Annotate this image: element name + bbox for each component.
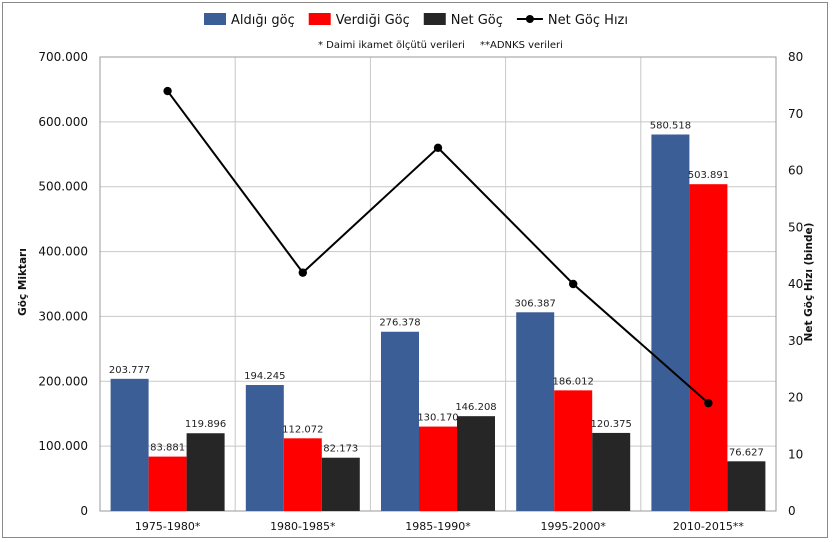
legend-swatch xyxy=(308,13,331,25)
category-label: 1975-1980* xyxy=(135,520,201,533)
note-daimi: * Daimi ikamet ölçütü verileri xyxy=(318,40,465,51)
net-goc-hizi-line xyxy=(166,90,710,404)
note-adnks: **ADNKS verileri xyxy=(480,40,563,51)
legend-swatch xyxy=(204,13,226,25)
y-tick-label: 500.000 xyxy=(38,180,88,194)
y2-tick-label: 30 xyxy=(788,334,803,348)
y2-tick-label: 40 xyxy=(788,277,803,291)
category-label: 1995-2000* xyxy=(540,520,606,533)
bar xyxy=(148,456,187,511)
y2-tick-label: 60 xyxy=(788,164,803,178)
y-tick-label: 600.000 xyxy=(38,115,88,129)
data-label: 130.170 xyxy=(417,413,458,424)
data-label: 194.245 xyxy=(244,371,285,382)
data-label: 76.627 xyxy=(729,447,764,458)
data-label: 146.208 xyxy=(455,402,496,413)
y-axis-title: Göç Miktarı xyxy=(17,248,29,316)
data-label: 82.173 xyxy=(323,444,358,455)
data-label: 503.891 xyxy=(688,170,729,181)
y-tick-label: 300.000 xyxy=(38,309,88,323)
bar xyxy=(419,426,457,511)
data-label: 186.012 xyxy=(553,376,594,387)
y2-tick-label: 80 xyxy=(788,50,803,64)
data-label: 83.881 xyxy=(150,443,185,454)
y2-tick-label: 70 xyxy=(788,107,803,121)
bar xyxy=(381,331,419,511)
bar xyxy=(727,461,766,511)
legend-label: Aldığı göç xyxy=(231,13,295,28)
y-tick-label: 200.000 xyxy=(38,374,88,388)
y-tick-label: 0 xyxy=(80,504,88,518)
data-label: 580.518 xyxy=(650,120,691,131)
bar xyxy=(689,184,728,512)
bar xyxy=(110,378,149,511)
y-tick-label: 700.000 xyxy=(38,50,88,64)
axes-group: 0 100.000 200.000 300.000 400.000 500.000 600.… xyxy=(38,50,803,533)
bar xyxy=(321,457,360,511)
category-label: 1980-1985* xyxy=(270,520,336,533)
y-tick-label: 100.000 xyxy=(38,439,88,453)
data-label: 276.378 xyxy=(379,318,420,329)
category-label: 1985-1990* xyxy=(405,520,471,533)
legend-label: Net Göç Hızı xyxy=(548,13,628,28)
y2-tick-label: 50 xyxy=(788,220,803,234)
data-label: 306.387 xyxy=(515,298,556,309)
y2-axis-title: Net Göç Hızı (binde) xyxy=(803,223,815,342)
bar xyxy=(592,432,631,511)
y2-tick-label: 0 xyxy=(788,504,796,518)
bars-group xyxy=(110,134,766,512)
data-label: 203.777 xyxy=(109,365,150,376)
line-series-group xyxy=(163,86,713,408)
data-label: 112.072 xyxy=(282,424,323,435)
category-label: 2010-2015** xyxy=(673,520,744,533)
legend-label: Net Göç xyxy=(451,13,503,28)
bar xyxy=(516,312,555,511)
legend-label: Verdiği Göç xyxy=(336,13,410,28)
legend-swatch xyxy=(423,13,446,25)
bar xyxy=(457,416,495,511)
line-point xyxy=(298,268,307,277)
data-labels-group: 203.777 83.881 119.896 194.245 112.07282.173… xyxy=(109,120,764,458)
bar xyxy=(186,433,225,511)
bar xyxy=(283,438,322,511)
y2-tick-label: 20 xyxy=(788,391,803,405)
line-point xyxy=(569,279,578,289)
bar xyxy=(651,134,690,511)
line-point xyxy=(704,398,713,408)
bar xyxy=(245,385,284,511)
line-point xyxy=(433,143,443,152)
y2-tick-label: 10 xyxy=(788,447,803,461)
legend: Aldığı göç Verdiği Göç Net Göç Net Göç Hızı xyxy=(204,13,628,28)
bar xyxy=(554,390,593,511)
data-label: 120.375 xyxy=(591,419,632,430)
legend-line-marker xyxy=(525,15,534,23)
data-label: 119.896 xyxy=(185,419,226,430)
line-point xyxy=(163,86,172,96)
y-tick-label: 400.000 xyxy=(38,245,88,259)
